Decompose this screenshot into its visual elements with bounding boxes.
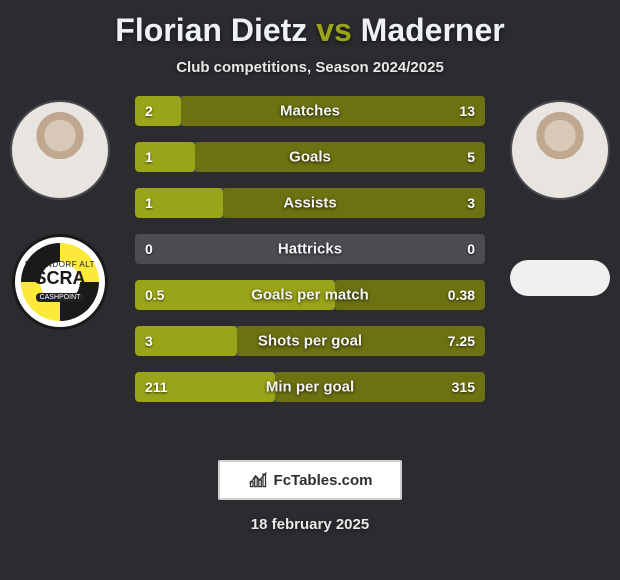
stat-bars: 213Matches15Goals13Assists00Hattricks0.5… <box>135 96 485 402</box>
club-badge-main: SCRA <box>25 269 95 287</box>
stat-bar: 15Goals <box>135 142 485 172</box>
stat-bar: 0.50.38Goals per match <box>135 280 485 310</box>
stat-bar: 37.25Shots per goal <box>135 326 485 356</box>
stat-right-value: 0 <box>467 241 475 257</box>
title-vs: vs <box>316 12 352 48</box>
stat-left-value: 211 <box>145 379 168 395</box>
comparison-panel: RHEINDORF ALT SCRA CASHPOINT 213Matches1… <box>0 96 620 436</box>
title-player1: Florian Dietz <box>115 12 307 48</box>
stat-right-value: 315 <box>452 379 475 395</box>
stat-left-value: 0.5 <box>145 287 164 303</box>
stat-bar-left-fill <box>135 280 335 310</box>
stat-right-value: 7.25 <box>448 333 475 349</box>
stat-bar-right-fill <box>195 142 486 172</box>
subtitle: Club competitions, Season 2024/2025 <box>0 59 620 76</box>
stat-bar: 213Matches <box>135 96 485 126</box>
player1-avatar <box>10 100 110 200</box>
stat-bar: 13Assists <box>135 188 485 218</box>
stat-bar: 211315Min per goal <box>135 372 485 402</box>
stat-bar-left-fill <box>135 96 181 126</box>
stat-bar-right-fill <box>223 188 486 218</box>
stat-bar-right-fill <box>181 96 486 126</box>
stat-right-value: 3 <box>467 195 475 211</box>
brand-badge: FcTables.com <box>218 460 402 500</box>
date-text: 18 february 2025 <box>0 516 620 533</box>
stat-left-value: 3 <box>145 333 153 349</box>
player2-club-badge <box>510 260 610 296</box>
club-badge-sub: CASHPOINT <box>36 293 85 302</box>
stat-left-value: 0 <box>145 241 153 257</box>
chart-icon <box>248 470 268 490</box>
stat-left-value: 1 <box>145 195 153 211</box>
player2-avatar <box>510 100 610 200</box>
title-player2: Maderner <box>361 12 505 48</box>
stat-left-value: 1 <box>145 149 153 165</box>
stat-label: Hattricks <box>135 241 485 258</box>
left-column: RHEINDORF ALT SCRA CASHPOINT <box>0 96 120 330</box>
stat-bar: 0 0Hattricks <box>135 234 485 264</box>
stat-right-value: 0.38 <box>448 287 475 303</box>
stat-left-value: 2 <box>145 103 153 119</box>
stat-right-value: 13 <box>459 103 475 119</box>
page-title: Florian Dietz vs Maderner <box>0 0 620 49</box>
brand-text: FcTables.com <box>274 472 373 489</box>
stat-right-value: 5 <box>467 149 475 165</box>
stat-bar-left-fill <box>135 142 195 172</box>
player1-club-badge: RHEINDORF ALT SCRA CASHPOINT <box>12 234 108 330</box>
right-column <box>500 96 620 296</box>
